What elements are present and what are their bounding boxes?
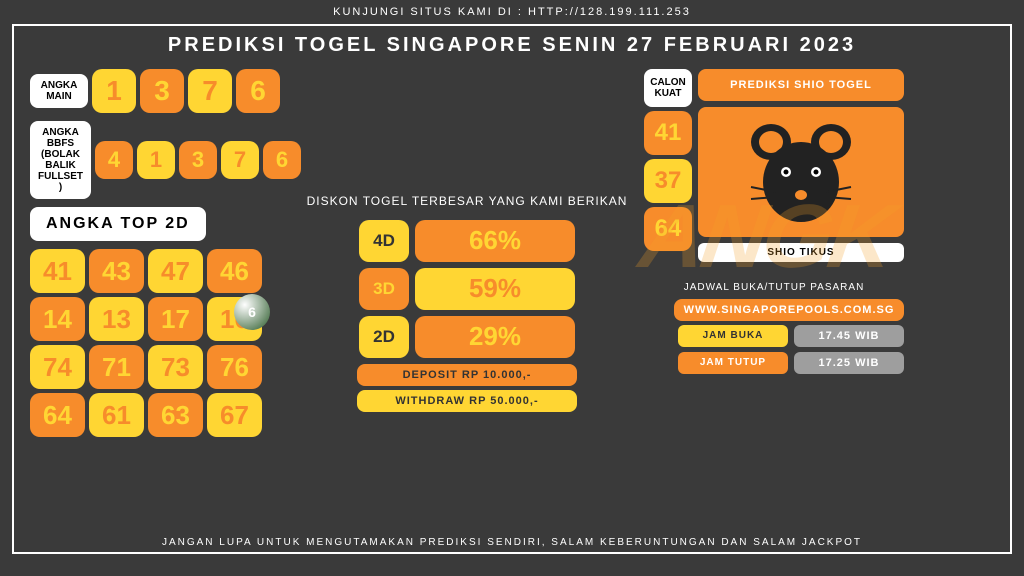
top2d-cell: 46: [207, 249, 262, 293]
top2d-cell: 67: [207, 393, 262, 437]
number-tile: 7: [188, 69, 232, 113]
discount-label: 4D: [359, 220, 409, 262]
discount-row: 4D66%: [302, 220, 632, 262]
top2d-title: ANGKA TOP 2D: [30, 207, 206, 241]
discount-label: 3D: [359, 268, 409, 310]
angka-main-row: ANGKA MAIN 1376: [30, 69, 290, 113]
number-tile: 3: [179, 141, 217, 179]
schedule-site: WWW.SINGAPOREPOOLS.COM.SG: [674, 299, 904, 321]
schedule-row: JAM BUKA 17.45 WIB: [644, 325, 904, 347]
top2d-cell: 43: [89, 249, 144, 293]
diskon-title: DISKON TOGEL TERBESAR YANG KAMI BERIKAN: [302, 194, 632, 210]
discount-value: 66%: [415, 220, 575, 262]
schedule-title: JADWAL BUKA/TUTUP PASARAN: [644, 282, 904, 293]
top2d-cell: 76: [207, 345, 262, 389]
top2d-cell: 74: [30, 345, 85, 389]
calon-kuat-label: CALON KUAT: [644, 69, 692, 107]
angka-bbfs-label: ANGKA BBFS (BOLAK BALIK FULLSET ): [30, 121, 91, 199]
top2d-cell: 73: [148, 345, 203, 389]
mid-column: DISKON TOGEL TERBESAR YANG KAMI BERIKAN …: [302, 69, 632, 509]
schedule-block: JADWAL BUKA/TUTUP PASARAN WWW.SINGAPOREP…: [644, 282, 904, 374]
number-tile: 37: [644, 159, 692, 203]
top2d-cell: 41: [30, 249, 85, 293]
schedule-label: JAM TUTUP: [678, 352, 788, 374]
schedule-row: JAM TUTUP 17.25 WIB: [644, 352, 904, 374]
withdraw-info: WITHDRAW RP 50.000,-: [357, 390, 577, 412]
page-title: PREDIKSI TOGEL SINGAPORE SENIN 27 FEBRUA…: [30, 34, 994, 57]
number-tile: 6: [236, 69, 280, 113]
top2d-cell: 71: [89, 345, 144, 389]
deposit-info: DEPOSIT RP 10.000,-: [357, 364, 577, 386]
schedule-label: JAM BUKA: [678, 325, 788, 347]
angka-main-label: ANGKA MAIN: [30, 74, 88, 108]
billiard-ball-icon: 6: [234, 294, 270, 330]
number-tile: 7: [221, 141, 259, 179]
schedule-value: 17.45 WIB: [794, 325, 904, 347]
shio-image: [698, 107, 904, 237]
schedule-value: 17.25 WIB: [794, 352, 904, 374]
right-column: CALON KUAT 413764 PREDIKSI SHIO TOGEL: [644, 69, 904, 509]
discount-value: 59%: [415, 268, 575, 310]
top-banner: KUNJUNGI SITUS KAMI DI : HTTP://128.199.…: [0, 0, 1024, 24]
top2d-cell: 14: [30, 297, 85, 341]
number-tile: 64: [644, 207, 692, 251]
top2d-cell: 63: [148, 393, 203, 437]
rat-icon: [741, 117, 861, 227]
number-tile: 6: [263, 141, 301, 179]
top2d-cell: 61: [89, 393, 144, 437]
number-tile: 4: [95, 141, 133, 179]
number-tile: 1: [92, 69, 136, 113]
shio-header: PREDIKSI SHIO TOGEL: [698, 69, 904, 101]
footer-text: JANGAN LUPA UNTUK MENGUTAMAKAN PREDIKSI …: [14, 537, 1010, 548]
angka-bbfs-row: ANGKA BBFS (BOLAK BALIK FULLSET ) 41376: [30, 121, 290, 199]
discount-row: 3D59%: [302, 268, 632, 310]
discount-value: 29%: [415, 316, 575, 358]
number-tile: 41: [644, 111, 692, 155]
number-tile: 3: [140, 69, 184, 113]
top2d-cell: 47: [148, 249, 203, 293]
discount-row: 2D29%: [302, 316, 632, 358]
discount-label: 2D: [359, 316, 409, 358]
left-column: ANGKA MAIN 1376 ANGKA BBFS (BOLAK BALIK …: [30, 69, 290, 509]
main-frame: PREDIKSI TOGEL SINGAPORE SENIN 27 FEBRUA…: [12, 24, 1012, 554]
top2d-grid: 41434746141317167471737664616367: [30, 249, 262, 437]
number-tile: 1: [137, 141, 175, 179]
top2d-cell: 64: [30, 393, 85, 437]
shio-name: SHIO TIKUS: [698, 243, 904, 262]
top2d-cell: 13: [89, 297, 144, 341]
top2d-cell: 17: [148, 297, 203, 341]
